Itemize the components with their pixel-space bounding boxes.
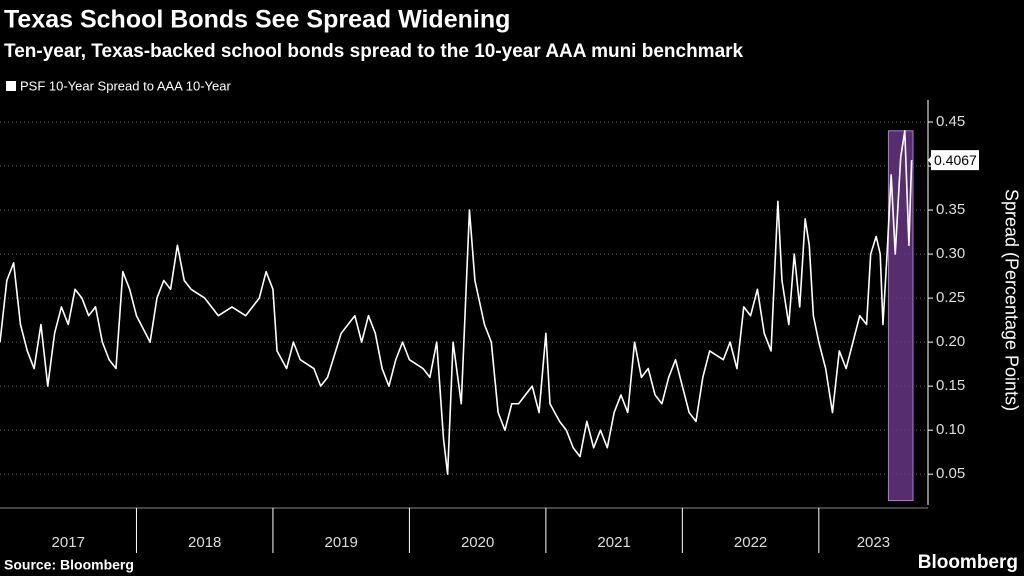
y-tick-label: 0.20 bbox=[936, 333, 965, 350]
last-value-pointer bbox=[928, 155, 932, 166]
y-tick-label: 0.45 bbox=[936, 113, 965, 130]
x-tick-label: 2017 bbox=[52, 534, 85, 551]
y-tick-label: 0.10 bbox=[936, 421, 965, 438]
y-tick-label: 0.35 bbox=[936, 201, 965, 218]
x-tick-label: 2023 bbox=[857, 534, 890, 551]
y-tick-label: 0.25 bbox=[936, 289, 965, 306]
series-line bbox=[0, 130, 913, 475]
chart-subtitle: Ten-year, Texas-backed school bonds spre… bbox=[4, 41, 744, 62]
chart-title: Texas School Bonds See Spread Widening bbox=[4, 6, 510, 34]
last-value-label: 0.4067 bbox=[934, 152, 977, 168]
source: Source: Bloomberg bbox=[4, 557, 134, 573]
x-tick-label: 2020 bbox=[461, 534, 494, 551]
x-tick-label: 2019 bbox=[324, 534, 357, 551]
x-tick-label: 2018 bbox=[188, 534, 221, 551]
legend-label: PSF 10-Year Spread to AAA 10-Year bbox=[20, 78, 231, 93]
y-tick-label: 0.30 bbox=[936, 245, 965, 262]
y-axis-label: Spread (Percentage Points) bbox=[1001, 189, 1021, 411]
brand: Bloomberg bbox=[918, 552, 1018, 573]
x-tick-label: 2022 bbox=[734, 534, 767, 551]
legend-swatch bbox=[6, 81, 16, 91]
x-tick-label: 2021 bbox=[597, 534, 630, 551]
y-tick-label: 0.05 bbox=[936, 465, 965, 482]
last-value-box bbox=[931, 150, 979, 171]
y-tick-label: 0.15 bbox=[936, 377, 965, 394]
